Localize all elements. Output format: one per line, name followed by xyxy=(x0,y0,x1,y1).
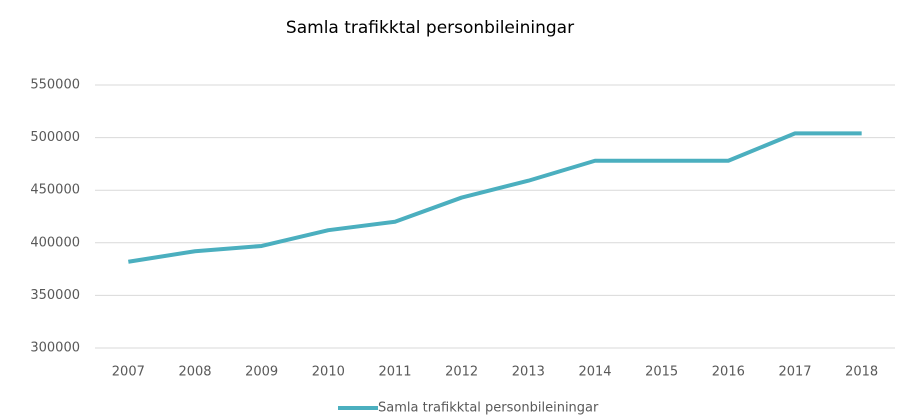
y-tick-label: 400000 xyxy=(30,235,80,250)
x-tick-label: 2008 xyxy=(178,365,211,380)
line-series xyxy=(128,131,862,264)
x-tick-label: 2012 xyxy=(445,365,478,380)
y-tick-label: 550000 xyxy=(30,78,80,93)
chart-title: Samla trafikktal personbileiningar xyxy=(286,18,574,38)
y-tick-label: 450000 xyxy=(30,183,80,198)
x-tick-label: 2009 xyxy=(245,365,278,380)
y-tick-label: 300000 xyxy=(30,341,80,356)
x-tick-label: 2010 xyxy=(312,365,345,380)
x-tick-label: 2013 xyxy=(512,365,545,380)
x-tick-label: 2016 xyxy=(712,365,745,380)
y-tick-label: 350000 xyxy=(30,288,80,303)
x-tick-label: 2017 xyxy=(778,365,811,380)
x-tick-label: 2014 xyxy=(578,365,611,380)
x-tick-label: 2011 xyxy=(378,365,411,380)
x-tick-label: 2018 xyxy=(845,365,878,380)
y-tick-label: 500000 xyxy=(30,130,80,145)
legend-label: Samla trafikktal personbileiningar xyxy=(378,401,599,416)
x-tick-label: 2007 xyxy=(112,365,145,380)
x-tick-label: 2015 xyxy=(645,365,678,380)
